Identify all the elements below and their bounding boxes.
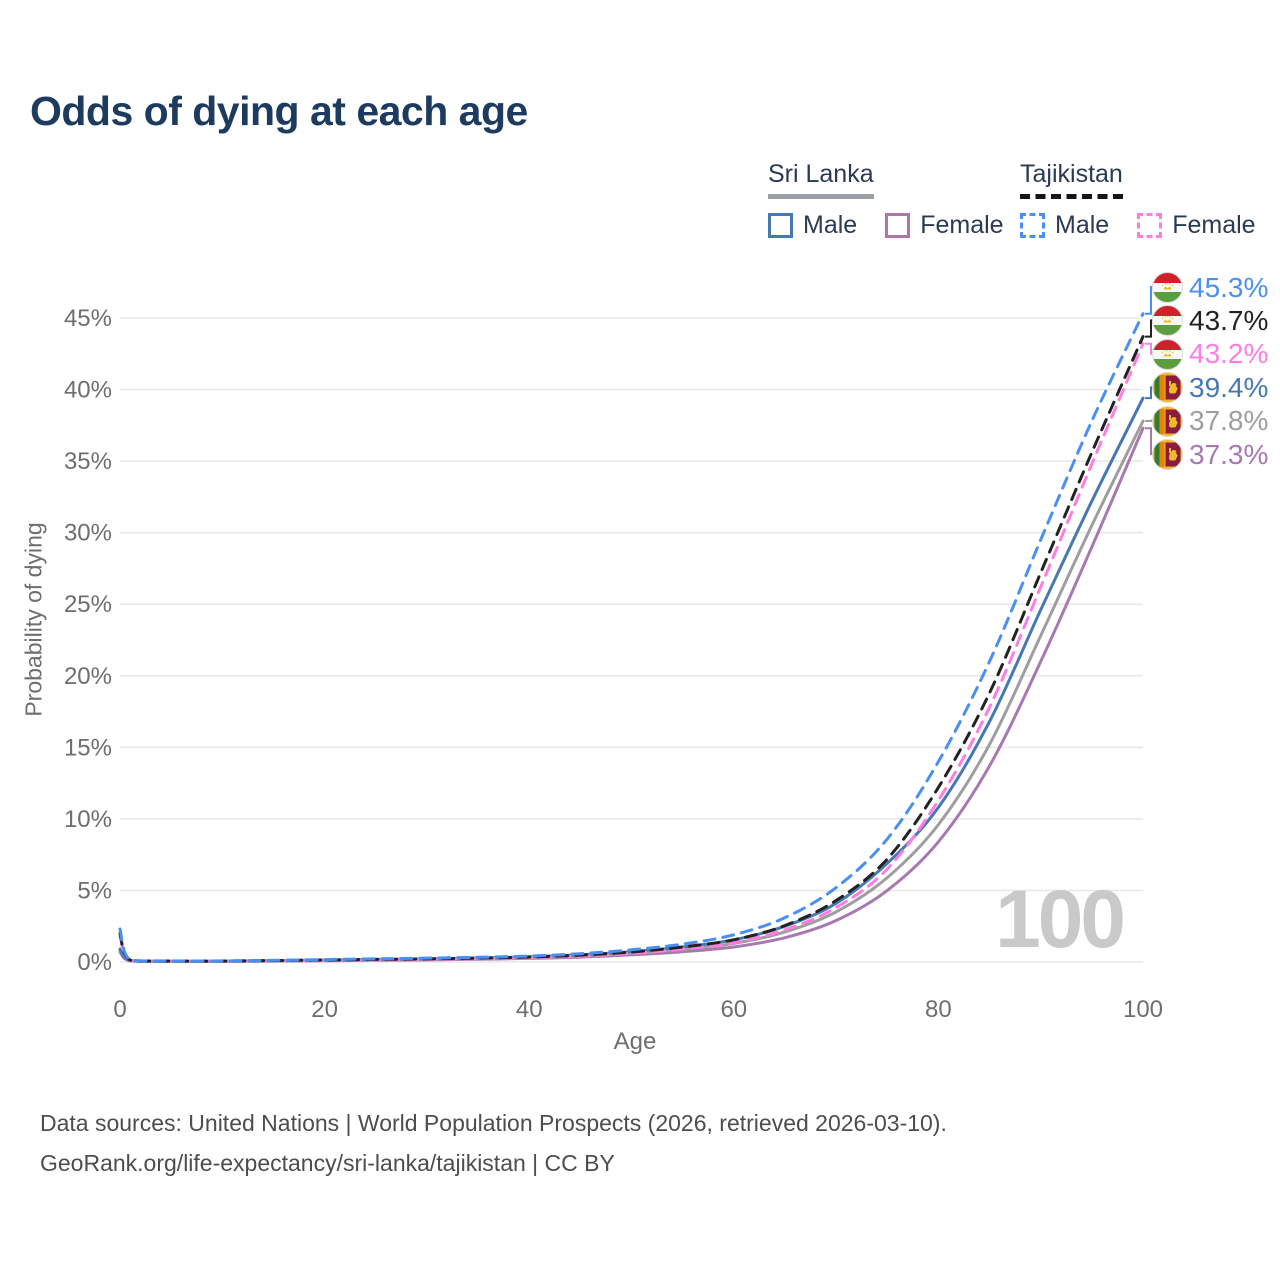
y-axis-title: Probability of dying	[20, 522, 47, 717]
x-tick-80: 80	[925, 996, 952, 1023]
page-title: Odds of dying at each age	[30, 88, 528, 134]
legend-country-sri-lanka[interactable]: Sri Lanka	[768, 160, 874, 199]
end-label-row-sri-lanka: 37.8%	[1152, 405, 1268, 437]
x-tick-100: 100	[1123, 996, 1163, 1023]
end-label-value-sri-lanka-male: 39.4%	[1189, 371, 1269, 403]
end-label-value-sri-lanka-female: 37.3%	[1189, 438, 1269, 470]
legend-label-tajikistan-female[interactable]: Female	[1172, 211, 1256, 239]
y-tick-40: 40%	[64, 377, 112, 404]
legend-country-tajikistan[interactable]: Tajikistan	[1020, 160, 1123, 199]
footer-data-sources: Data sources: United Nations | World Pop…	[40, 1110, 947, 1136]
series-line-tajikistan[interactable]	[118, 335, 1145, 963]
end-label-value-tajikistan-male: 45.3%	[1189, 271, 1269, 303]
y-tick-0: 0%	[77, 949, 112, 976]
y-tick-30: 30%	[64, 520, 112, 547]
sri-lanka-flag-icon	[1152, 405, 1183, 437]
footer-attribution: GeoRank.org/life-expectancy/sri-lanka/ta…	[40, 1150, 615, 1176]
tajikistan-flag-icon	[1152, 305, 1183, 337]
y-tick-labels: 0% 5% 10% 15% 20% 25% 30% 35% 40% 45%	[64, 305, 112, 976]
legend-label-sri-lanka-female[interactable]: Female	[920, 211, 1004, 239]
series-lines	[118, 312, 1145, 963]
gridlines	[120, 317, 1143, 963]
x-axis-title: Age	[613, 1028, 657, 1055]
end-label-value-tajikistan-female: 43.2%	[1189, 338, 1269, 370]
series-line-tajikistan-female[interactable]	[118, 342, 1145, 963]
y-tick-35: 35%	[64, 448, 112, 475]
legend-swatch-sri-lanka-female[interactable]	[885, 213, 911, 238]
tajikistan-flag-icon	[1152, 272, 1183, 303]
series-line-sri-lanka-male[interactable]	[118, 396, 1145, 963]
end-label-value-tajikistan: 43.7%	[1189, 304, 1269, 336]
legend-swatch-tajikistan-male[interactable]	[1020, 213, 1045, 238]
legend-group-tajikistan: Tajikistan Male Female	[1020, 160, 1274, 240]
end-label-row-sri-lanka-female: 37.3%	[1152, 439, 1268, 471]
x-tick-60: 60	[720, 996, 747, 1023]
legend-label-sri-lanka-male[interactable]: Male	[803, 211, 858, 239]
y-tick-45: 45%	[64, 305, 112, 332]
end-label-value-sri-lanka: 37.8%	[1189, 405, 1269, 437]
y-tick-5: 5%	[77, 877, 112, 904]
legend: Sri Lanka Male Female Tajikistan Male Fe…	[0, 160, 1280, 250]
end-label-row-tajikistan: 43.7%	[1152, 305, 1268, 337]
x-tick-20: 20	[311, 996, 338, 1023]
x-tick-40: 40	[516, 996, 543, 1023]
tajikistan-flag-icon	[1152, 338, 1183, 370]
legend-label-tajikistan-male[interactable]: Male	[1055, 211, 1110, 239]
hover-age-watermark: 100	[995, 874, 1123, 965]
y-tick-20: 20%	[64, 663, 112, 690]
end-label-row-sri-lanka-male: 39.4%	[1152, 372, 1268, 404]
sri-lanka-flag-icon	[1152, 439, 1183, 470]
legend-group-sri-lanka: Sri Lanka Male Female	[768, 160, 1022, 240]
end-label-row-tajikistan-female: 43.2%	[1152, 338, 1268, 370]
end-label-row-tajikistan-male: 45.3%	[1152, 272, 1268, 304]
legend-swatch-sri-lanka-male[interactable]	[768, 213, 793, 238]
series-line-sri-lanka-female[interactable]	[118, 426, 1145, 963]
x-tick-labels: 0 20 40 60 80 100	[113, 996, 1163, 1023]
sri-lanka-flag-icon	[1152, 372, 1183, 404]
legend-swatch-tajikistan-female[interactable]	[1137, 213, 1163, 238]
y-tick-15: 15%	[64, 734, 112, 761]
x-tick-0: 0	[113, 996, 126, 1023]
y-tick-25: 25%	[64, 591, 112, 618]
y-tick-10: 10%	[64, 806, 112, 833]
series-line-tajikistan-male[interactable]	[118, 312, 1145, 963]
